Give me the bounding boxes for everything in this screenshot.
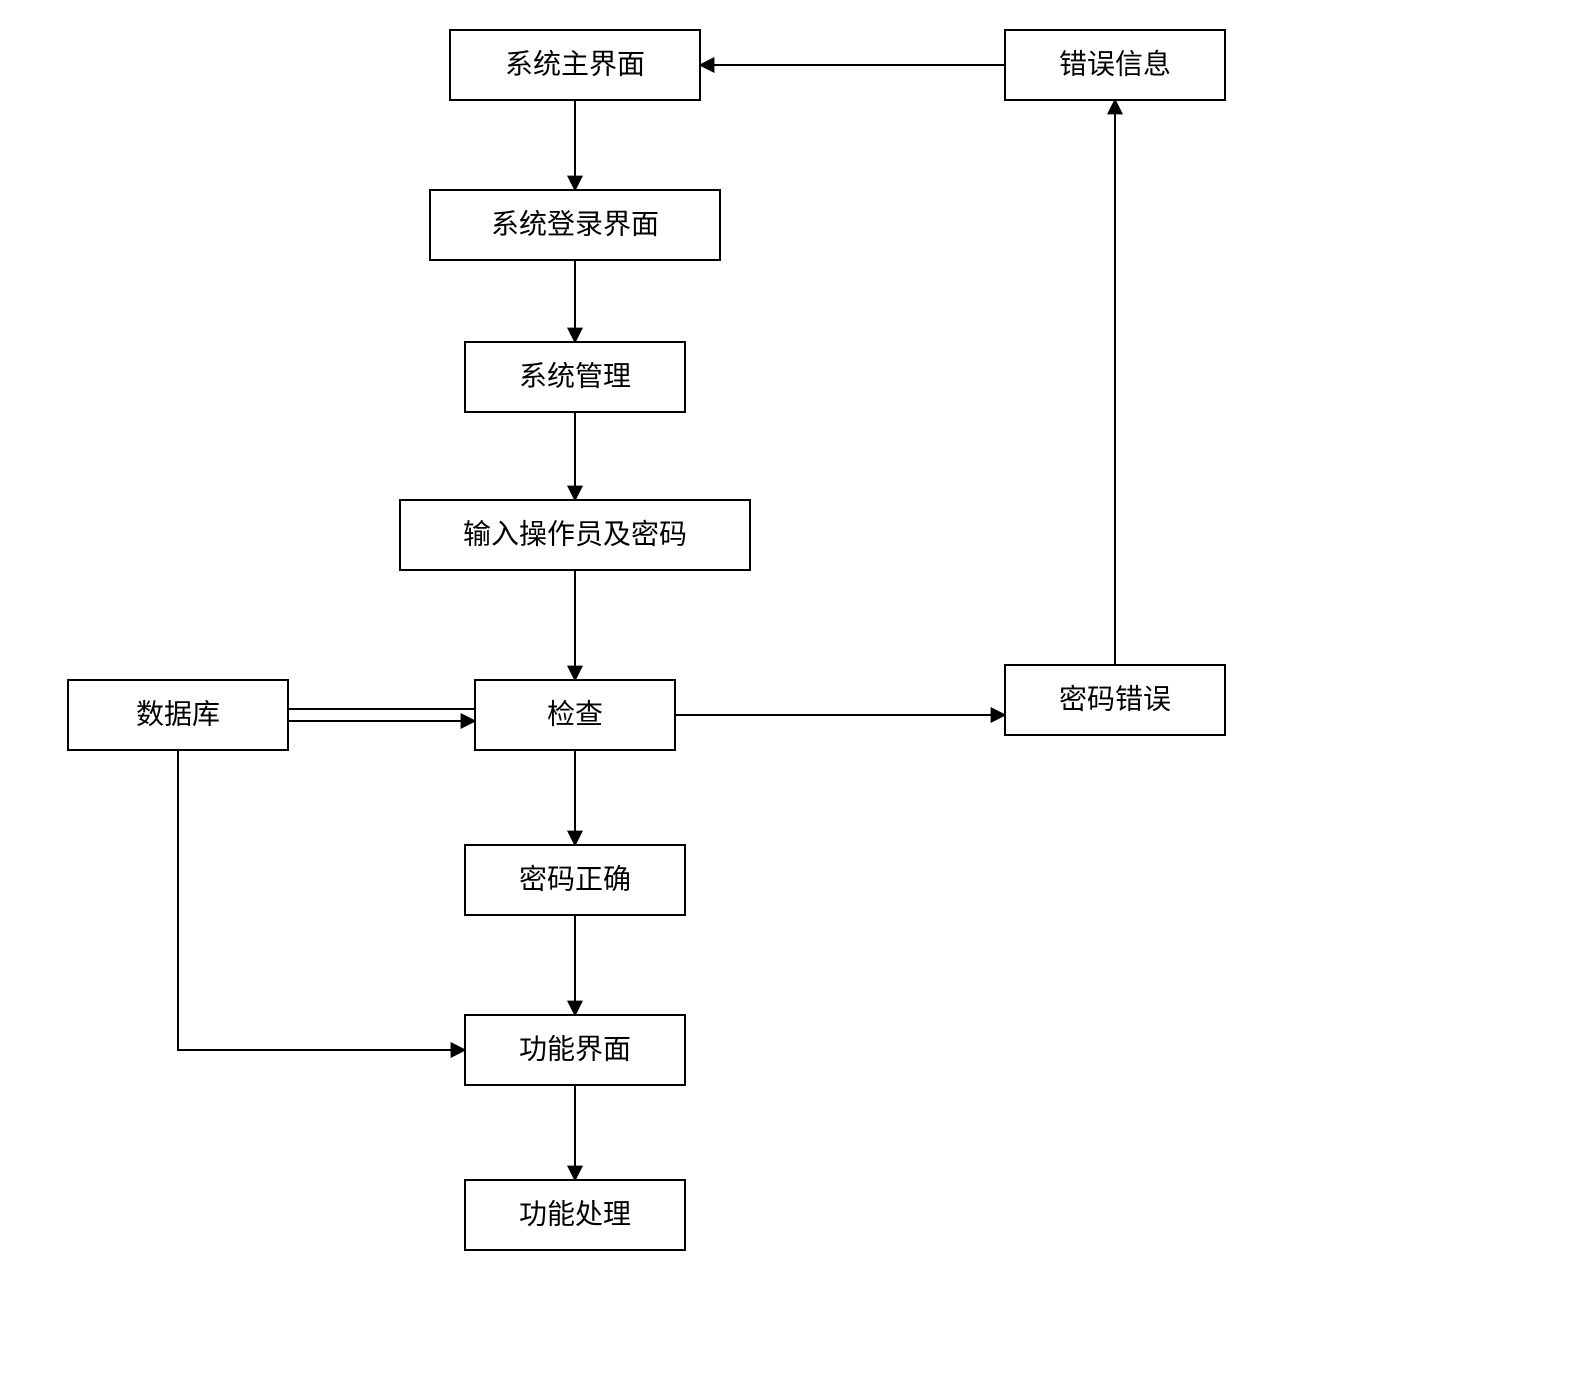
node-pw_err: 密码错误 — [1005, 665, 1225, 735]
node-err_info: 错误信息 — [1005, 30, 1225, 100]
edge-db-func_ui — [178, 750, 465, 1050]
node-func_proc: 功能处理 — [465, 1180, 685, 1250]
node-func_ui: 功能界面 — [465, 1015, 685, 1085]
flowchart-diagram: 系统主界面系统登录界面系统管理输入操作员及密码检查密码正确功能界面功能处理 数据库… — [0, 0, 1594, 1374]
node-label-err_info: 错误信息 — [1059, 49, 1171, 81]
node-label-func_ui: 功能界面 — [519, 1034, 631, 1066]
node-label-ok: 密码正确 — [519, 864, 631, 896]
edge-db-check — [288, 709, 475, 721]
node-label-input: 输入操作员及密码 — [463, 519, 687, 551]
node-login: 系统登录界面 — [430, 190, 720, 260]
node-db: 数据库 — [68, 680, 288, 750]
node-mgmt: 系统管理 — [465, 342, 685, 412]
node-check: 检查 — [475, 680, 675, 750]
node-label-login: 系统登录界面 — [491, 209, 659, 241]
node-input: 输入操作员及密码 — [400, 500, 750, 570]
node-label-main: 系统主界面 — [505, 49, 645, 81]
node-label-db: 数据库 — [136, 699, 220, 731]
node-label-check: 检查 — [547, 699, 603, 731]
node-label-mgmt: 系统管理 — [519, 361, 631, 393]
node-label-pw_err: 密码错误 — [1059, 684, 1171, 716]
node-ok: 密码正确 — [465, 845, 685, 915]
node-label-func_proc: 功能处理 — [519, 1199, 631, 1231]
node-main: 系统主界面 — [450, 30, 700, 100]
